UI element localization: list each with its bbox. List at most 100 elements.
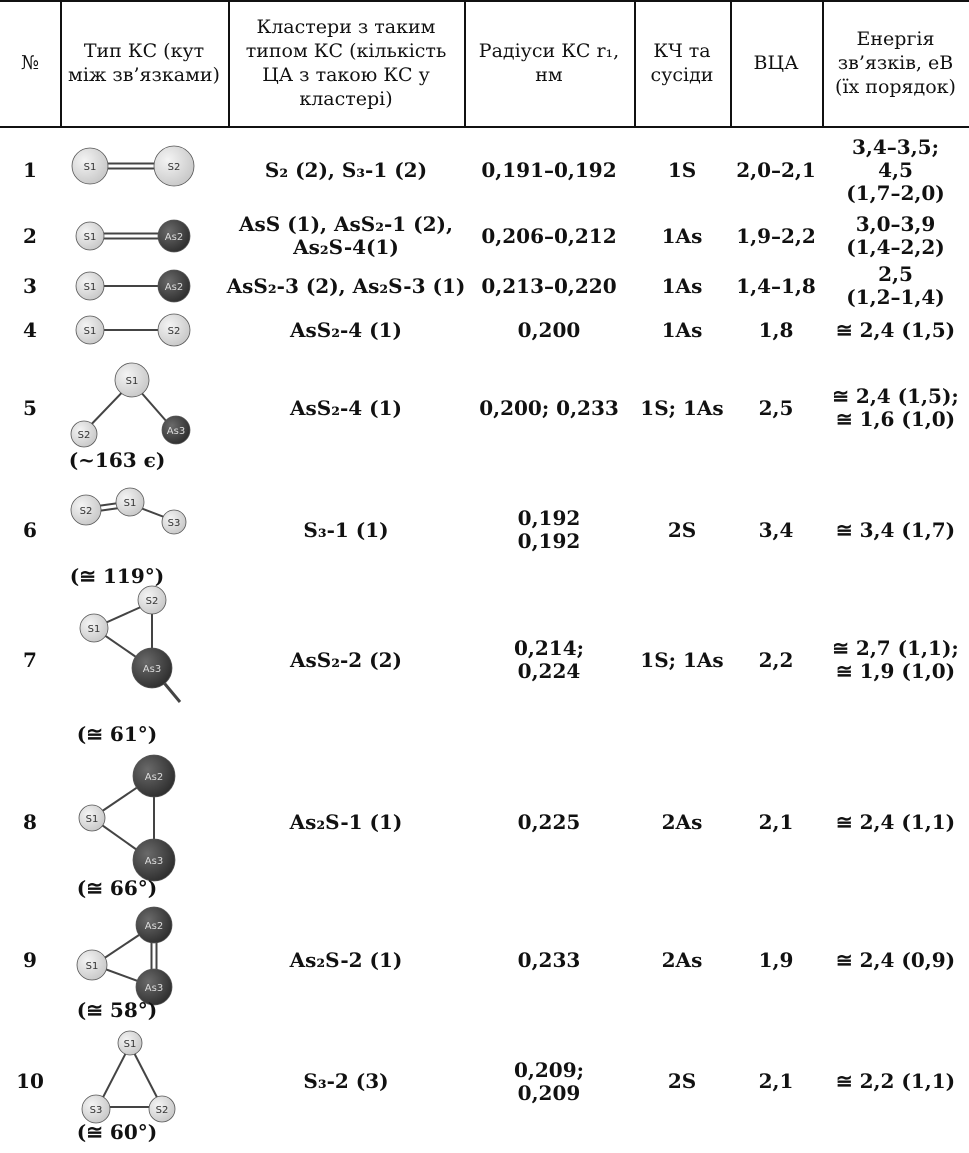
table-row: 1 S₂ (2), S₃-1 (2) 0,191–0,192 1S 2,0–2,1 3,4…	[0, 130, 969, 210]
atom-s1: S1	[75, 221, 105, 251]
header-divider	[228, 0, 230, 126]
atom-label: S2	[78, 430, 91, 441]
row-cells: 5 AsS₂-4 (1) 0,200; 0,233 1S; 1As 2,5 ≅ 2,4 (…	[0, 350, 969, 466]
bond-radius: 0,233	[517, 948, 581, 972]
coordination-number: 1S; 1As	[640, 647, 724, 672]
valence-value: 2,2	[758, 647, 794, 672]
atom-sphere	[78, 804, 106, 832]
atom-s2: S2	[70, 494, 102, 526]
bond-radius: 0,209; 0,209	[464, 1025, 634, 1138]
atom-s1: S1	[75, 315, 105, 345]
bond-energy: ≅ 2,4 (1,5)	[822, 310, 969, 350]
atom-label: As2	[145, 921, 163, 932]
atom-label: S1	[84, 326, 97, 337]
atom-sphere	[75, 315, 105, 345]
atom-s1: S1	[71, 147, 109, 185]
coordination-number: 1As	[661, 317, 703, 342]
atom-as2: As2	[157, 269, 191, 303]
bond-line	[129, 1044, 163, 1108]
molecule-diagram: S1 S2 As3	[79, 585, 182, 703]
cluster-list: AsS₂-4 (1)	[228, 310, 464, 350]
atom-as2: As2	[132, 754, 176, 798]
bond-energy: ≅ 2,4 (1,1)	[822, 750, 969, 894]
cluster-text: AsS₂-4 (1)	[289, 317, 402, 342]
molecule-diagram: S1 S2 As3	[70, 362, 191, 448]
atom-sphere	[132, 838, 176, 882]
row-cells: 1 S₂ (2), S₃-1 (2) 0,191–0,192 1S 2,0–2,1 3,4…	[0, 130, 969, 210]
atom-sphere	[81, 1094, 111, 1124]
atom-s1: S1	[115, 487, 145, 517]
atom-s1: S1	[78, 804, 106, 832]
atom-label: S1	[84, 282, 97, 293]
bond-radius: 0,206–0,212	[481, 223, 617, 248]
cluster-text: AsS₂-4 (1)	[289, 395, 402, 420]
header-num: №	[21, 52, 39, 74]
cluster-list: As₂S-2 (1)	[228, 905, 464, 1016]
bond-energy-line: ≅ 2,7 (1,1);	[832, 636, 959, 660]
atom-sphere	[161, 415, 191, 445]
atom-label: S1	[86, 814, 99, 825]
atom-sphere	[117, 1030, 143, 1056]
header-type: Тип КС (кут між зв’язками)	[68, 40, 220, 86]
coordination-number: 1S	[667, 157, 697, 182]
bond-energy-line: (1,7–2,0)	[846, 180, 945, 205]
molecule-diagram: S1 As2 As3	[76, 906, 173, 1006]
header-divider	[634, 0, 636, 126]
cluster-text: S₂ (2), S₃-1 (2)	[264, 157, 428, 182]
atom-s1: S1	[76, 949, 108, 981]
cluster-list: AsS₂-2 (2)	[228, 580, 464, 740]
atom-sphere	[79, 613, 109, 643]
atom-sphere	[70, 420, 98, 448]
bond-angle-label: (≅ 66°)	[76, 876, 158, 900]
table-row: 2 AsS (1), AsS₂-1 (2), As₂S-4(1) 0,206–0,2…	[0, 210, 969, 262]
row-number: 10	[16, 1069, 44, 1093]
atom-sphere	[135, 906, 173, 944]
valence-value: 2,1	[758, 809, 794, 834]
bond-energy-line: ≅ 1,6 (1,0)	[835, 407, 956, 431]
bond-radius-line: 0,209	[517, 1080, 581, 1105]
table-top-rule	[0, 0, 969, 2]
bond-angle-label: (≅ 61°)	[76, 722, 158, 746]
cluster-text: AsS₂-2 (2)	[289, 647, 402, 672]
cluster-list: AsS₂-4 (1)	[228, 350, 464, 466]
molecule-diagram: S1 S2	[71, 145, 195, 187]
bond-radius: 0,200; 0,233	[479, 395, 619, 420]
atom-label: As3	[167, 426, 185, 437]
atom-s1: S1	[79, 613, 109, 643]
cluster-list: S₃-1 (1)	[228, 480, 464, 580]
cluster-text: AsS (1), AsS₂-1 (2), As₂S-4(1)	[239, 212, 453, 259]
bond-energy-line: (1,2–1,4)	[846, 285, 945, 309]
atom-sphere	[161, 509, 187, 535]
atom-label: S1	[84, 232, 97, 243]
row-cells: 6 S₃-1 (1) 0,192 0,192 2S 3,4 ≅ 3,4 (1,7)	[0, 480, 969, 580]
coordination-number: 2As	[661, 809, 703, 834]
row-cells: 8 As₂S-1 (1) 0,225 2As 2,1 ≅ 2,4 (1,1)	[0, 750, 969, 894]
cluster-text: As₂S-2 (1)	[289, 948, 403, 972]
bond-energy: 2,5 (1,2–1,4)	[822, 262, 969, 310]
bond-radius: 0,200	[517, 317, 581, 342]
atom-s2: S2	[157, 313, 191, 347]
table-row: 4 AsS₂-4 (1) 0,200 1As 1,8 ≅ 2,4 (1,5) S1 S2	[0, 310, 969, 350]
atom-sphere	[114, 362, 150, 398]
bond-radius: 0,192 0,192	[464, 480, 634, 580]
bond-energy: 3,0–3,9 (1,4–2,2)	[822, 210, 969, 262]
bond-energy-line: ≅ 2,2 (1,1)	[835, 1069, 956, 1093]
row-number: 6	[23, 517, 37, 542]
cluster-text: S₃-2 (3)	[303, 1069, 389, 1093]
bond-energy-line: 3,0–3,9	[855, 212, 936, 236]
bond-angle-label: (≅ 119°)	[69, 564, 165, 588]
valence-value: 2,1	[758, 1069, 794, 1093]
bond-radius-line: 0,224	[517, 659, 581, 683]
header-clusters: Кластери з таким типом КС (кількість ЦА …	[245, 16, 447, 110]
row-number: 8	[23, 809, 37, 834]
row-cells: 3 AsS₂-3 (2), As₂S-3 (1) 0,213–0,220 1As 1,4…	[0, 262, 969, 310]
atom-sphere	[153, 145, 195, 187]
coordination-number: 2S	[667, 517, 697, 542]
row-number: 1	[23, 157, 37, 182]
bond-energy: 3,4–3,5; 4,5 (1,7–2,0)	[822, 130, 969, 210]
bond-energy: ≅ 2,2 (1,1)	[822, 1025, 969, 1138]
header-energy: Енергія зв’язків, еВ (їх порядок)	[835, 28, 956, 98]
atom-label: S1	[124, 498, 137, 509]
atom-sphere	[75, 221, 105, 251]
bond-energy-line: ≅ 2,4 (1,5);	[832, 384, 959, 408]
